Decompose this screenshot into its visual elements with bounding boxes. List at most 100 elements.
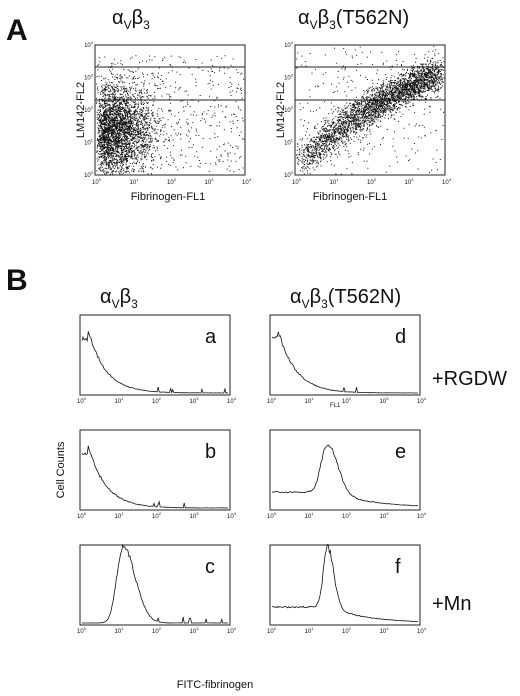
tick-exp: 3: [411, 177, 414, 182]
tick-exp: 3: [386, 511, 389, 516]
y-tick-label: 101: [284, 138, 294, 147]
x-tick-label: 104: [242, 177, 252, 186]
x-tick-label: 103: [380, 396, 390, 405]
tick-base: 10: [227, 399, 234, 405]
panel-letter: c: [205, 556, 215, 578]
tick-base: 10: [417, 629, 424, 635]
tick-exp: 1: [136, 177, 139, 182]
x-tick-label: 100: [77, 511, 87, 520]
tick-base: 10: [92, 180, 99, 186]
x-tick-label: 101: [115, 626, 125, 635]
tick-base: 10: [84, 141, 91, 147]
tick-base: 10: [115, 514, 122, 520]
tick-base: 10: [305, 514, 312, 520]
y-axis-label: Cell Counts: [55, 441, 67, 498]
tick-exp: 1: [91, 138, 94, 143]
panel-letter: d: [395, 326, 406, 348]
x-tick-label: 104: [417, 626, 427, 635]
y-tick-label: 100: [84, 170, 94, 179]
plot-frame: [269, 429, 421, 511]
x-axis-label: Fibrinogen-FL1: [313, 191, 388, 203]
plot-frame: [294, 44, 446, 176]
tick-base: 10: [167, 180, 174, 186]
y-tick-label: 104: [84, 40, 94, 49]
x-tick-label: 104: [417, 511, 427, 520]
y-axis-label: LM142-FL2: [275, 82, 287, 138]
tick-base: 10: [284, 173, 291, 179]
tick-base: 10: [380, 514, 387, 520]
tick-exp: 1: [311, 511, 314, 516]
tick-exp: 4: [234, 626, 237, 631]
tick-exp: 1: [291, 138, 294, 143]
tick-exp: 0: [274, 396, 277, 401]
title-part: α: [100, 286, 112, 308]
x-tick-label: 103: [205, 177, 215, 186]
y-tick-label: 101: [84, 138, 94, 147]
x-tick-label: 104: [417, 396, 427, 405]
tick-base: 10: [367, 180, 374, 186]
y-tick-label: 102: [284, 105, 294, 114]
tick-exp: 1: [311, 396, 314, 401]
tick-base: 10: [205, 180, 212, 186]
subscript: V: [310, 18, 318, 32]
tick-base: 10: [77, 629, 84, 635]
tick-exp: 2: [174, 177, 177, 182]
tick-exp: 4: [249, 177, 252, 182]
title-part: α: [298, 7, 310, 29]
tick-exp: 2: [159, 626, 162, 631]
tick-exp: 4: [234, 511, 237, 516]
tick-base: 10: [190, 514, 197, 520]
tick-exp: 2: [349, 626, 352, 631]
x-axis-label: FITC-fibrinogen: [177, 679, 253, 691]
tick-exp: 0: [84, 626, 87, 631]
tick-exp: 4: [291, 40, 294, 45]
histogram-line: [81, 331, 229, 394]
x-tick-label: 102: [152, 626, 162, 635]
tick-base: 10: [284, 108, 291, 114]
x-tick-label: 103: [190, 396, 200, 405]
plot-frame: [269, 544, 421, 626]
tick-base: 10: [417, 514, 424, 520]
x-tick-label: 104: [227, 511, 237, 520]
subscript: 3: [131, 297, 138, 311]
x-tick-label: 102: [152, 511, 162, 520]
x-tick-label: 103: [380, 511, 390, 520]
x-tick-label: 100: [92, 177, 102, 186]
tick-base: 10: [152, 514, 159, 520]
tick-base: 10: [190, 629, 197, 635]
plot-frame: [79, 544, 231, 626]
y-tick-label: 104: [284, 40, 294, 49]
title-part: β: [132, 7, 144, 29]
tick-exp: 0: [91, 170, 94, 175]
y-tick-label: 102: [84, 105, 94, 114]
tick-exp: 4: [91, 40, 94, 45]
panel-label: A: [6, 14, 28, 47]
tick-exp: 4: [424, 396, 427, 401]
subscript: 3: [143, 18, 150, 32]
x-tick-label: 104: [227, 396, 237, 405]
x-tick-label: 101: [305, 626, 315, 635]
histogram-line: [271, 444, 419, 507]
y-axis-label: LM142-FL2: [75, 82, 87, 138]
tick-base: 10: [84, 173, 91, 179]
x-tick-label: 102: [342, 396, 352, 405]
tick-base: 10: [305, 399, 312, 405]
tick-exp: 1: [121, 511, 124, 516]
tick-base: 10: [405, 180, 412, 186]
histogram-line: [81, 445, 229, 509]
tick-exp: 0: [84, 396, 87, 401]
tick-base: 10: [284, 43, 291, 49]
tick-base: 10: [267, 514, 274, 520]
tick-exp: 2: [159, 511, 162, 516]
tick-exp: 0: [299, 177, 302, 182]
condition-label: +Mn: [432, 593, 471, 615]
title-part: (T562N): [336, 7, 409, 29]
panel-letter: a: [205, 326, 217, 348]
title-part: β: [120, 286, 132, 308]
title-part: α: [290, 286, 302, 308]
tick-base: 10: [417, 399, 424, 405]
tick-exp: 0: [274, 511, 277, 516]
histogram-line: [271, 543, 419, 623]
tick-base: 10: [267, 399, 274, 405]
panel-letter: b: [205, 441, 216, 463]
